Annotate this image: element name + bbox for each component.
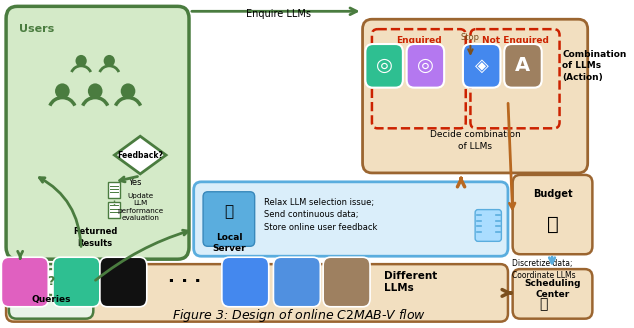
FancyBboxPatch shape — [6, 6, 189, 259]
Text: Yes: Yes — [128, 178, 141, 187]
FancyBboxPatch shape — [108, 202, 120, 217]
FancyBboxPatch shape — [513, 175, 592, 254]
Text: Enquire LLMs: Enquire LLMs — [245, 9, 311, 19]
FancyBboxPatch shape — [100, 257, 147, 307]
Text: Figure 3: Design of online $C2MAB$-$V$ flow: Figure 3: Design of online $C2MAB$-$V$ f… — [172, 307, 426, 324]
Text: ◈: ◈ — [475, 57, 489, 75]
Text: Combination
of LLMs
(Action): Combination of LLMs (Action) — [562, 50, 627, 82]
Text: Users: Users — [19, 24, 55, 34]
Circle shape — [39, 269, 63, 295]
Text: Queries: Queries — [31, 295, 71, 304]
Text: ◎: ◎ — [417, 56, 434, 75]
FancyBboxPatch shape — [475, 210, 501, 241]
FancyBboxPatch shape — [108, 182, 120, 198]
FancyBboxPatch shape — [363, 19, 588, 173]
Text: Stop: Stop — [461, 33, 480, 42]
FancyBboxPatch shape — [1, 257, 48, 307]
Text: Local
Server: Local Server — [212, 234, 246, 253]
Text: Update
LLM
performance
evaluation: Update LLM performance evaluation — [117, 193, 164, 221]
FancyBboxPatch shape — [365, 44, 403, 88]
FancyBboxPatch shape — [9, 264, 93, 319]
FancyBboxPatch shape — [53, 257, 100, 307]
Text: ?: ? — [48, 276, 55, 289]
Text: Relax LLM selection issue;
Send continuous data;
Store online user feedback: Relax LLM selection issue; Send continuo… — [264, 198, 377, 232]
Circle shape — [55, 83, 70, 99]
Text: A: A — [515, 56, 531, 75]
FancyBboxPatch shape — [513, 269, 592, 319]
FancyBboxPatch shape — [222, 257, 269, 307]
Text: Budget: Budget — [533, 189, 573, 199]
Circle shape — [120, 83, 135, 99]
Text: Enquired: Enquired — [396, 36, 442, 45]
Text: Not Enquired: Not Enquired — [482, 36, 548, 45]
FancyBboxPatch shape — [406, 44, 444, 88]
Text: Discretize data;
Coordinate LLMs: Discretize data; Coordinate LLMs — [512, 259, 575, 280]
FancyBboxPatch shape — [323, 257, 370, 307]
FancyBboxPatch shape — [203, 192, 255, 246]
FancyBboxPatch shape — [273, 257, 320, 307]
Text: Scheduling
Center: Scheduling Center — [524, 279, 581, 299]
Polygon shape — [114, 136, 166, 174]
Text: ◎: ◎ — [375, 56, 392, 75]
Text: 🖥: 🖥 — [539, 297, 547, 311]
FancyBboxPatch shape — [463, 44, 500, 88]
Text: Different
LLMs: Different LLMs — [384, 271, 437, 293]
FancyBboxPatch shape — [504, 44, 541, 88]
Circle shape — [75, 55, 87, 67]
FancyBboxPatch shape — [194, 182, 508, 256]
Text: 🗄: 🗄 — [224, 204, 233, 219]
Circle shape — [88, 83, 103, 99]
Text: Returned
Results: Returned Results — [73, 227, 117, 248]
Text: 💵: 💵 — [547, 215, 559, 234]
FancyBboxPatch shape — [6, 264, 508, 322]
Text: · · ·: · · · — [168, 273, 201, 291]
Circle shape — [103, 55, 115, 67]
Text: Decide combination
of LLMs: Decide combination of LLMs — [430, 130, 521, 151]
Text: Feedback?: Feedback? — [117, 151, 163, 160]
